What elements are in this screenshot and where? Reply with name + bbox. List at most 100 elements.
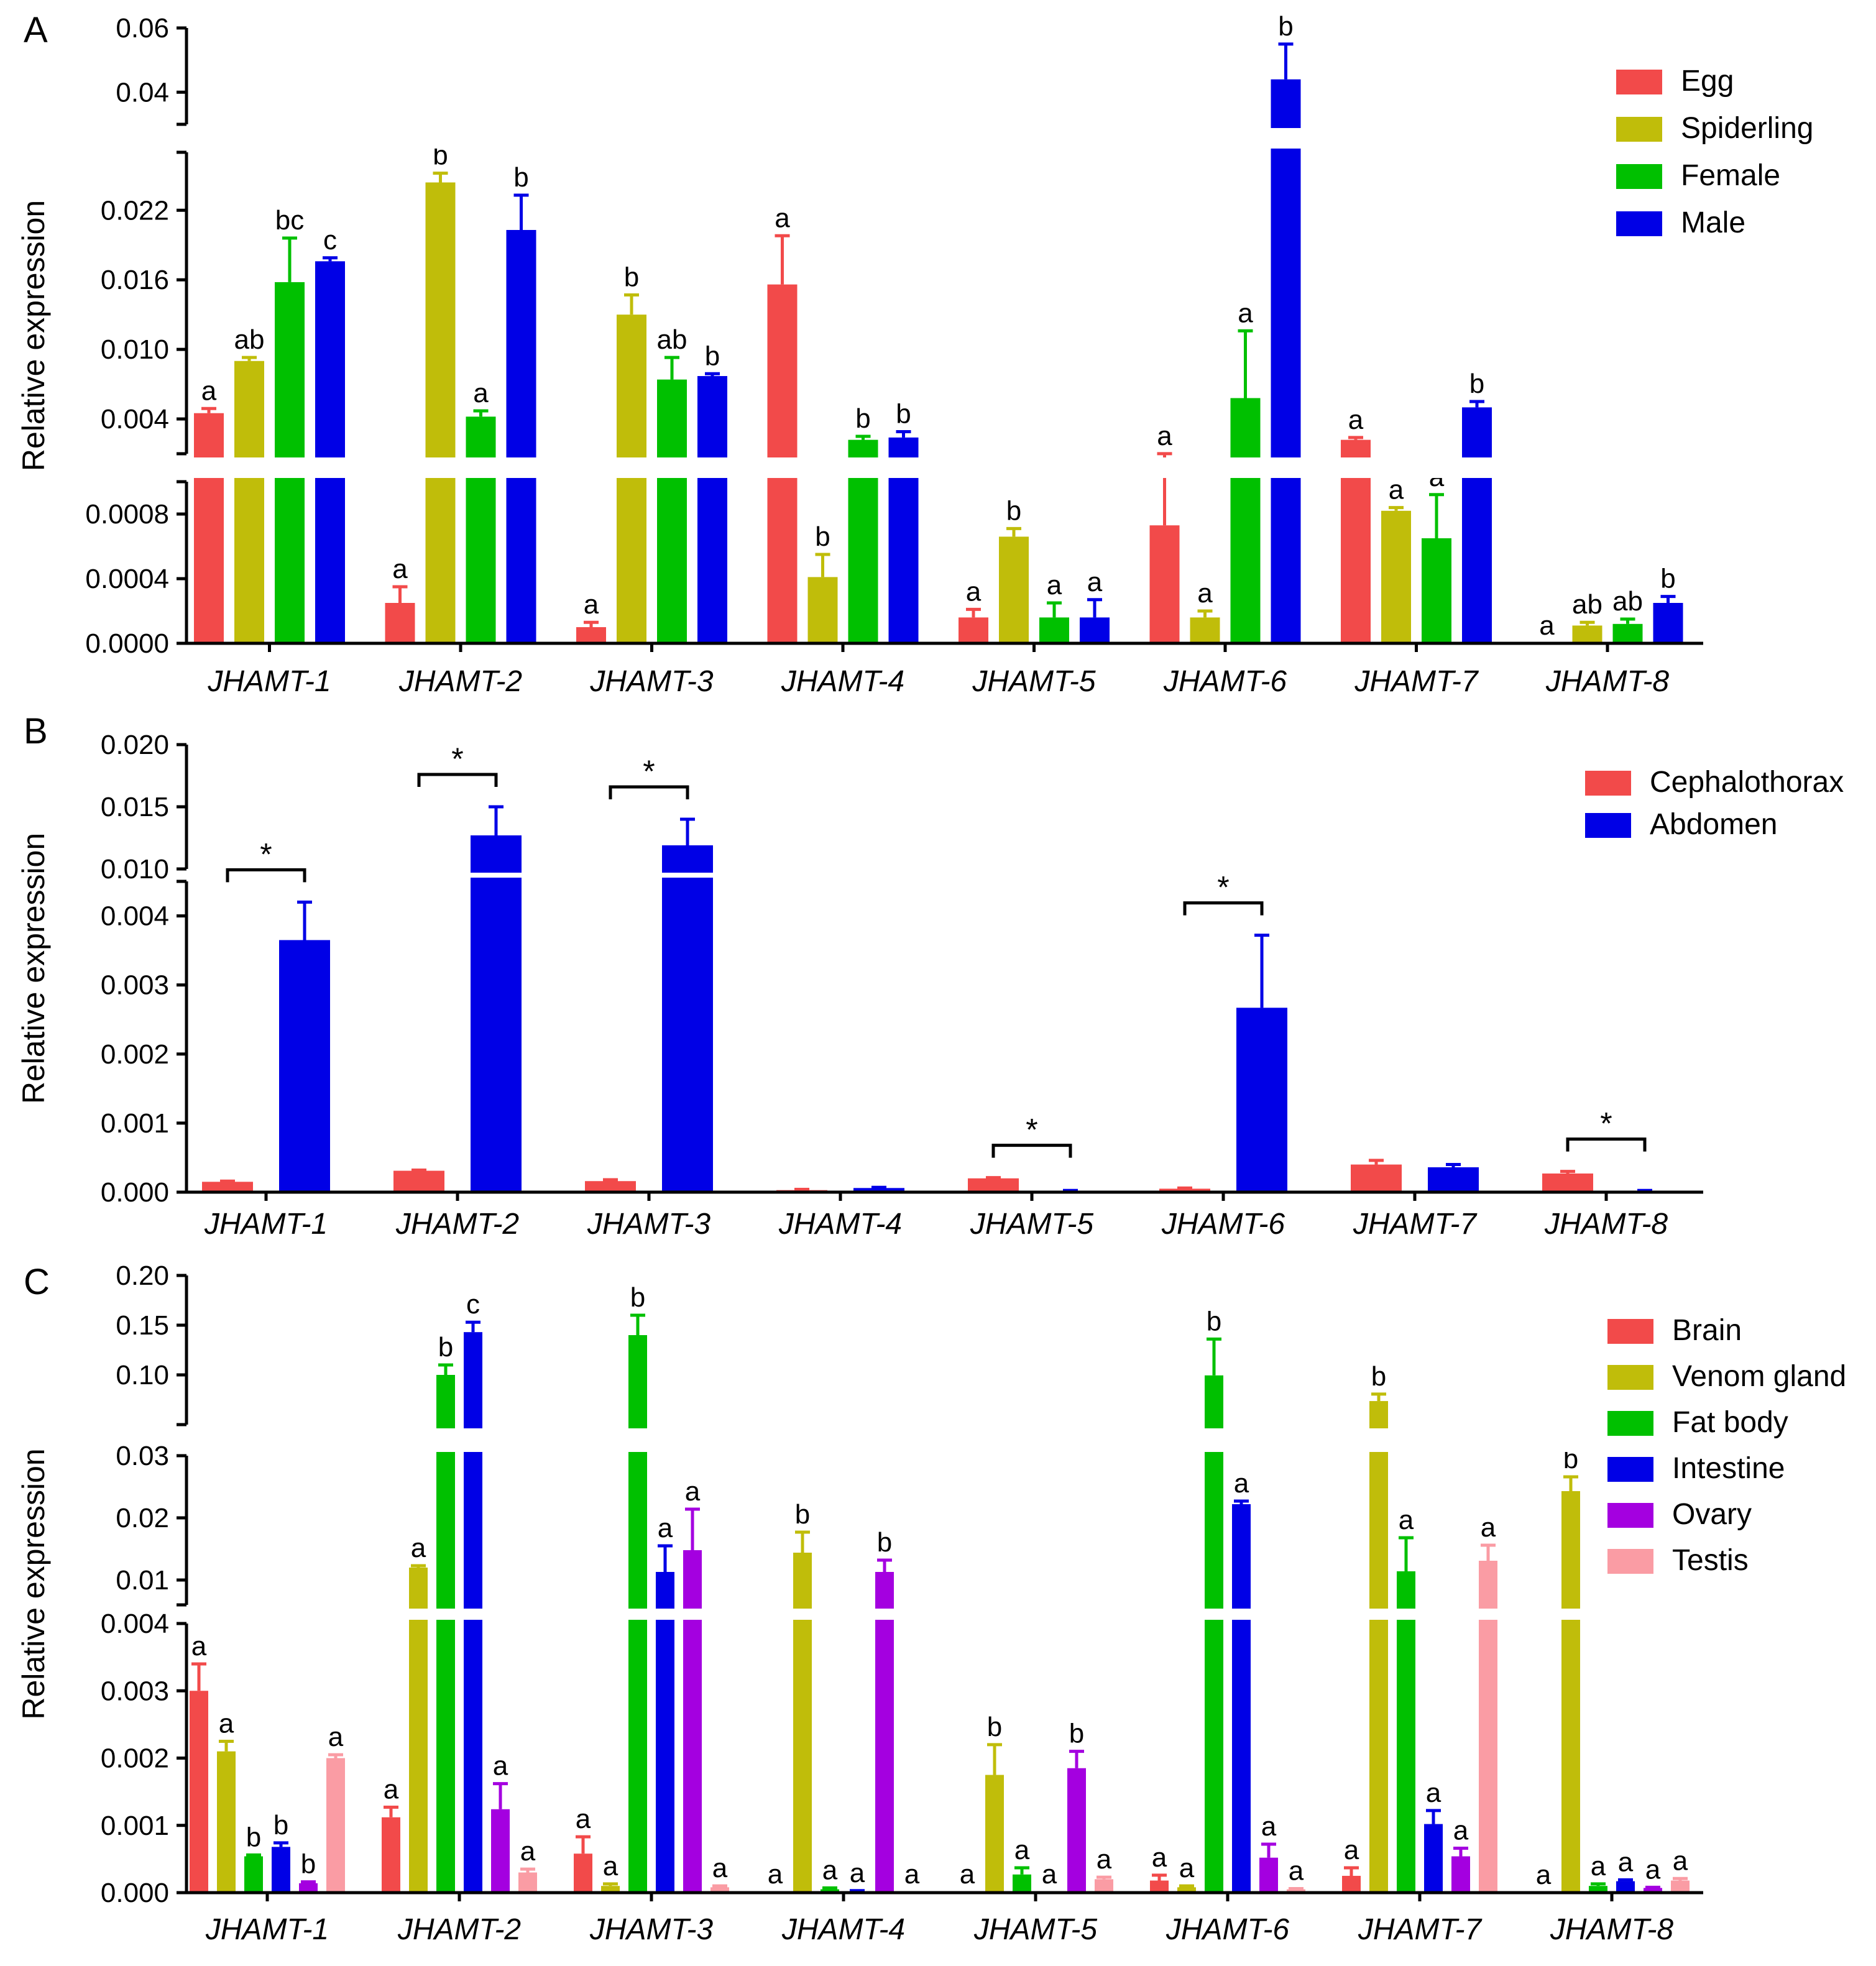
y-axis-label-c: Relative expression: [16, 1448, 51, 1719]
x-tick-label-a-jhamt-6: JHAMT-6: [1163, 665, 1287, 698]
bar-c-jhamt-3-intestine: [656, 1572, 674, 1893]
bar-a-jhamt-8-spiderling: [1572, 625, 1602, 643]
y-tick-label-c-0-10: 0.10: [116, 1360, 169, 1390]
error-bar-a-jhamt-1-female: [282, 236, 297, 282]
error-bar-a-jhamt-7-egg: [1348, 436, 1363, 440]
x-tick-label-b-jhamt-4: JHAMT-4: [778, 1208, 902, 1241]
sig-letter-c-jhamt-4-fat-body: a: [822, 1855, 838, 1885]
y-tick-label-c-0-02: 0.02: [116, 1503, 169, 1533]
bar-b-jhamt-6-cephalothorax: [1159, 1188, 1210, 1192]
error-bar-c-jhamt-5-fat-body: [1014, 1866, 1029, 1875]
sig-letter-c-jhamt-5-fat-body: a: [1014, 1835, 1030, 1865]
error-bar-a-jhamt-4-male: [896, 430, 911, 438]
sig-letter-c-jhamt-2-venom-gland: a: [411, 1533, 426, 1563]
sig-letter-a-jhamt-5-female: a: [1047, 570, 1062, 600]
legend-label-c-testis: Testis: [1672, 1544, 1749, 1577]
x-tick-label-b-jhamt-7: JHAMT-7: [1353, 1208, 1478, 1241]
error-bar-c-jhamt-8-testis: [1673, 1876, 1688, 1881]
y-tick-label-a-0-04: 0.04: [116, 77, 169, 108]
error-bar-b-jhamt-6-abdomen: [1254, 934, 1269, 1008]
error-bar-c-jhamt-6-fat-body: [1207, 1337, 1221, 1376]
error-bar-c-jhamt-4-venom-gland: [795, 1530, 810, 1553]
y-tick-label-c-0-002: 0.002: [101, 1743, 169, 1774]
error-bar-c-jhamt-5-ovary: [1069, 1750, 1084, 1768]
bar-a-jhamt-8-female: [1612, 623, 1643, 643]
error-bar-c-jhamt-1-fat-body: [246, 1853, 261, 1857]
bar-b-jhamt-1-cephalothorax: [202, 1182, 253, 1192]
bar-c-jhamt-4-venom-gland: [793, 1553, 812, 1893]
sig-letter-c-jhamt-3-brain: a: [576, 1804, 591, 1834]
x-tick-label-a-jhamt-3: JHAMT-3: [589, 665, 714, 698]
bar-a-jhamt-1-spiderling: [234, 361, 264, 643]
y-axis-label-b: Relative expression: [16, 833, 51, 1104]
bar-b-jhamt-3-abdomen: [662, 845, 713, 1192]
bar-a-jhamt-2-male: [506, 229, 536, 643]
sig-letter-c-jhamt-3-fat-body: b: [630, 1282, 645, 1313]
y-tick-label-b-0-000: 0.000: [101, 1177, 169, 1208]
sig-letter-c-jhamt-4-ovary: b: [877, 1527, 892, 1558]
sig-letter-a-jhamt-3-male: b: [705, 341, 720, 371]
bar-c-jhamt-5-venom-gland: [985, 1775, 1004, 1893]
error-bar-b-jhamt-8-cephalothorax: [1560, 1170, 1575, 1174]
error-bar-a-jhamt-1-male: [323, 256, 338, 262]
x-tick-label-b-jhamt-1: JHAMT-1: [204, 1208, 328, 1241]
x-tick-label-a-jhamt-2: JHAMT-2: [398, 665, 522, 698]
sig-bracket-jhamt-8: [1566, 1137, 1647, 1152]
error-bar-b-jhamt-7-cephalothorax: [1369, 1159, 1384, 1165]
sig-letter-c-jhamt-8-intestine: a: [1618, 1847, 1634, 1877]
sig-letter-a-jhamt-3-female: ab: [657, 324, 687, 355]
sig-letter-c-jhamt-5-intestine: a: [1042, 1859, 1057, 1890]
bar-c-jhamt-2-ovary: [491, 1809, 510, 1893]
x-tick-label-c-jhamt-4: JHAMT-4: [781, 1913, 905, 1946]
bar-a-jhamt-4-spiderling: [807, 577, 838, 643]
sig-letter-c-jhamt-4-venom-gland: b: [795, 1499, 810, 1530]
error-bar-a-jhamt-4-female: [855, 434, 871, 440]
y-tick-label-c-0-000: 0.000: [101, 1878, 169, 1908]
error-bar-a-jhamt-8-spiderling: [1579, 620, 1595, 626]
bar-c-jhamt-7-ovary: [1451, 1856, 1470, 1893]
y-tick-label-a-0-0008: 0.0008: [85, 499, 169, 530]
legend-swatch-c-venom-gland: [1607, 1365, 1653, 1390]
bar-b-jhamt-7-cephalothorax: [1351, 1164, 1402, 1192]
y-tick-label-b-0-015: 0.015: [101, 792, 169, 822]
sig-letter-a-jhamt-8-spiderling: ab: [1572, 589, 1602, 620]
bar-c-jhamt-8-testis: [1671, 1880, 1690, 1893]
sig-letter-c-jhamt-8-fat-body: a: [1591, 1851, 1606, 1881]
error-bar-a-jhamt-8-female: [1620, 617, 1635, 624]
error-bar-b-jhamt-1-cephalothorax: [220, 1179, 235, 1183]
bar-a-jhamt-3-male: [697, 376, 727, 643]
y-tick-label-b-0-010: 0.010: [101, 854, 169, 884]
bar-c-jhamt-6-venom-gland: [1177, 1887, 1196, 1893]
bar-b-jhamt-3-cephalothorax: [585, 1181, 636, 1192]
y-tick-label-a-0-0004: 0.0004: [85, 564, 169, 594]
error-bar-c-jhamt-7-brain: [1344, 1866, 1359, 1876]
legend-swatch-a-egg: [1616, 70, 1662, 94]
bar-b-jhamt-2-abdomen: [471, 835, 522, 1192]
sig-letter-a-jhamt-3-spiderling: b: [624, 262, 639, 292]
panel-letter-a: A: [24, 10, 48, 50]
sig-letter-c-jhamt-5-ovary: b: [1069, 1719, 1084, 1749]
sig-letter-c-jhamt-1-ovary: b: [301, 1849, 316, 1880]
y-tick-label-b-0-003: 0.003: [101, 970, 169, 1001]
bar-c-jhamt-7-brain: [1342, 1875, 1361, 1893]
error-bar-b-jhamt-3-cephalothorax: [603, 1178, 618, 1182]
axis-break-mask-c-1: [189, 1609, 1706, 1620]
x-tick-label-b-jhamt-2: JHAMT-2: [395, 1208, 519, 1241]
sig-letter-c-jhamt-4-brain: a: [768, 1859, 783, 1890]
sig-letter-c-jhamt-2-ovary: a: [493, 1751, 508, 1781]
sig-bracket-jhamt-1: [226, 868, 306, 883]
y-axis-label-a: Relative expression: [16, 200, 51, 471]
y-tick-label-a-0-016: 0.016: [101, 265, 169, 295]
legend-label-a-egg: Egg: [1681, 65, 1734, 98]
error-bar-c-jhamt-1-ovary: [301, 1880, 316, 1884]
bar-a-jhamt-3-spiderling: [617, 315, 646, 644]
sig-bracket-jhamt-2: [417, 773, 498, 787]
sig-letter-c-jhamt-7-ovary: a: [1453, 1816, 1469, 1846]
error-bar-c-jhamt-6-brain: [1152, 1873, 1167, 1881]
bar-c-jhamt-6-brain: [1150, 1880, 1169, 1893]
bar-a-jhamt-2-female: [466, 416, 496, 643]
error-bar-a-jhamt-3-female: [664, 356, 679, 380]
sig-letter-a-jhamt-2-egg: a: [392, 554, 408, 584]
